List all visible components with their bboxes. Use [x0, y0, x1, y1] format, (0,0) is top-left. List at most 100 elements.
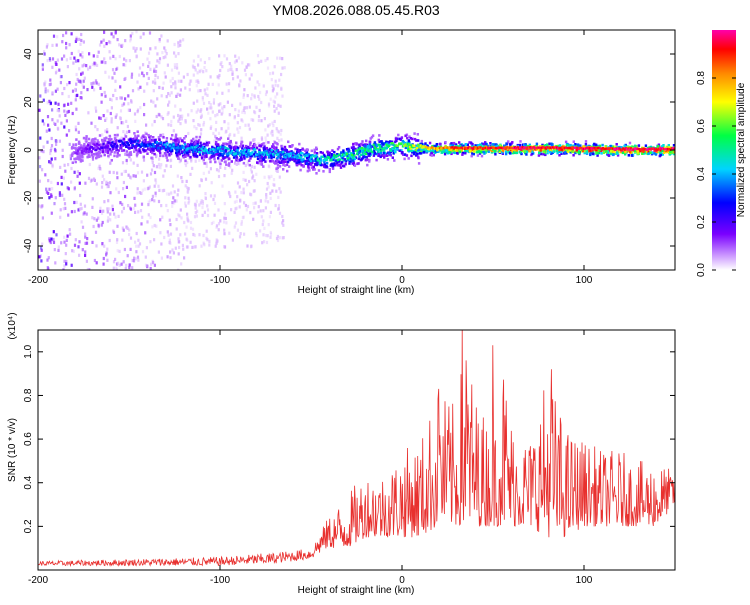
spectrogram-cell [79, 42, 82, 46]
spectrogram-cell [228, 192, 231, 196]
spectrogram-cell [332, 158, 335, 161]
spectrogram-cell [331, 165, 335, 169]
spectrogram-cell [78, 142, 81, 145]
spectrogram-cell [165, 156, 168, 159]
spectrogram-cell [129, 236, 133, 240]
spectrogram-cell [221, 152, 224, 156]
spectrogram-ridge-cell [389, 148, 392, 151]
spectrogram-ridge-cell [375, 148, 378, 151]
spectrogram-cell [280, 144, 283, 148]
spectrogram-cell [53, 202, 56, 206]
spectrogram-cell [644, 144, 648, 147]
spectrogram-cell [81, 55, 84, 59]
spectrogram-cell [130, 99, 133, 103]
spectrogram-ridge-cell [562, 146, 565, 149]
spectrogram-cell [238, 126, 242, 130]
spectrogram-ridge-cell [319, 161, 322, 165]
spectrogram-ridge-cell [424, 145, 427, 149]
spectrogram-ridge-cell [308, 158, 311, 161]
spectrogram-cell [234, 154, 237, 157]
spectrogram-cell [396, 137, 399, 141]
spectrogram-cell [265, 193, 268, 197]
spectrogram-cell [97, 50, 100, 54]
spectrogram-cell [44, 90, 47, 94]
spectrogram-cell [196, 142, 199, 146]
spectrogram-ridge-cell [307, 153, 310, 156]
spectrogram-cell [214, 128, 217, 132]
spectrogram-cell [147, 76, 150, 80]
spectrogram-ridge-cell [277, 153, 280, 157]
spectrogram-cell [153, 199, 156, 203]
spectrogram-cell [49, 161, 52, 165]
spectrogram-cell [471, 152, 474, 155]
spectrogram-cell [487, 150, 490, 153]
spectrogram-cell [386, 158, 390, 161]
spectrogram-cell [223, 152, 226, 155]
spectrogram-cell [126, 124, 129, 129]
spectrogram-ridge-cell [75, 152, 78, 155]
spectrogram-ridge-cell [82, 147, 85, 150]
spectrogram-cell [69, 232, 72, 236]
spectrogram-cell [176, 193, 179, 197]
spectrogram-cell [253, 206, 256, 210]
spectrogram-cell [122, 63, 125, 67]
spectrogram-cell [271, 89, 274, 93]
spectrogram-cell [272, 178, 276, 182]
spectrogram-ridge-cell [542, 146, 545, 149]
spectrogram-ridge-cell [372, 143, 375, 147]
spectrogram-cell [51, 118, 54, 122]
spectrogram-cell [361, 140, 364, 143]
spectrogram-cell [393, 149, 396, 152]
spectrogram-cell [206, 204, 209, 208]
spectrogram-cell [258, 144, 261, 148]
spectrogram-cell [348, 149, 351, 153]
spectrogram-ridge-cell [217, 147, 220, 150]
spectrogram-cell [561, 148, 564, 151]
spectrogram-cell [372, 150, 376, 153]
spectrogram-cell [65, 46, 68, 50]
spectrogram-cell [251, 148, 254, 153]
spectrogram-cell [122, 228, 125, 232]
spectrogram-cell [595, 151, 598, 154]
spectrogram-cell [250, 146, 253, 150]
spectrogram-y-tick-label: -20 [23, 190, 34, 205]
spectrogram-cell [662, 144, 665, 147]
spectrogram-ridge-cell [594, 146, 597, 150]
spectrogram-cell [121, 144, 124, 147]
spectrogram-cell [112, 143, 116, 147]
spectrogram-cell [88, 52, 91, 56]
spectrogram-ridge-cell [419, 144, 422, 147]
spectrogram-cell [140, 170, 144, 174]
spectrogram-cell [276, 129, 279, 133]
spectrogram-cell [223, 202, 226, 206]
spectrogram-cell [266, 133, 269, 137]
spectrogram-cell [219, 149, 223, 153]
spectrogram-cell [208, 148, 211, 152]
spectrogram-ridge-cell [507, 146, 510, 150]
spectrogram-ridge-cell [454, 146, 457, 149]
spectrogram-cell [107, 75, 111, 79]
spectrogram-ridge-cell [538, 146, 541, 149]
spectrogram-cell [311, 161, 314, 164]
spectrogram-cell [321, 163, 324, 167]
spectrogram-cell [165, 95, 168, 99]
spectrogram-ridge-cell [470, 147, 473, 150]
spectrogram-cell [137, 134, 140, 138]
spectrogram-cell [223, 105, 226, 109]
spectrogram-cell [225, 129, 228, 133]
spectrogram-ridge-cell [252, 148, 255, 151]
spectrogram-cell [501, 151, 504, 154]
spectrogram-cell [258, 108, 261, 113]
spectrogram-cell [405, 133, 409, 137]
spectrogram-cell [493, 145, 496, 148]
spectrogram-cell [82, 144, 85, 148]
spectrogram-cell [369, 144, 372, 148]
spectrogram-cell [146, 173, 149, 177]
spectrogram-ridge-cell [477, 146, 480, 149]
spectrogram-cell [249, 168, 253, 172]
spectrogram-cell [282, 168, 285, 171]
spectrogram-cell [243, 106, 246, 110]
spectrogram-ridge-cell [491, 146, 494, 149]
spectrogram-cell [472, 150, 476, 153]
spectrogram-cell [231, 168, 234, 172]
